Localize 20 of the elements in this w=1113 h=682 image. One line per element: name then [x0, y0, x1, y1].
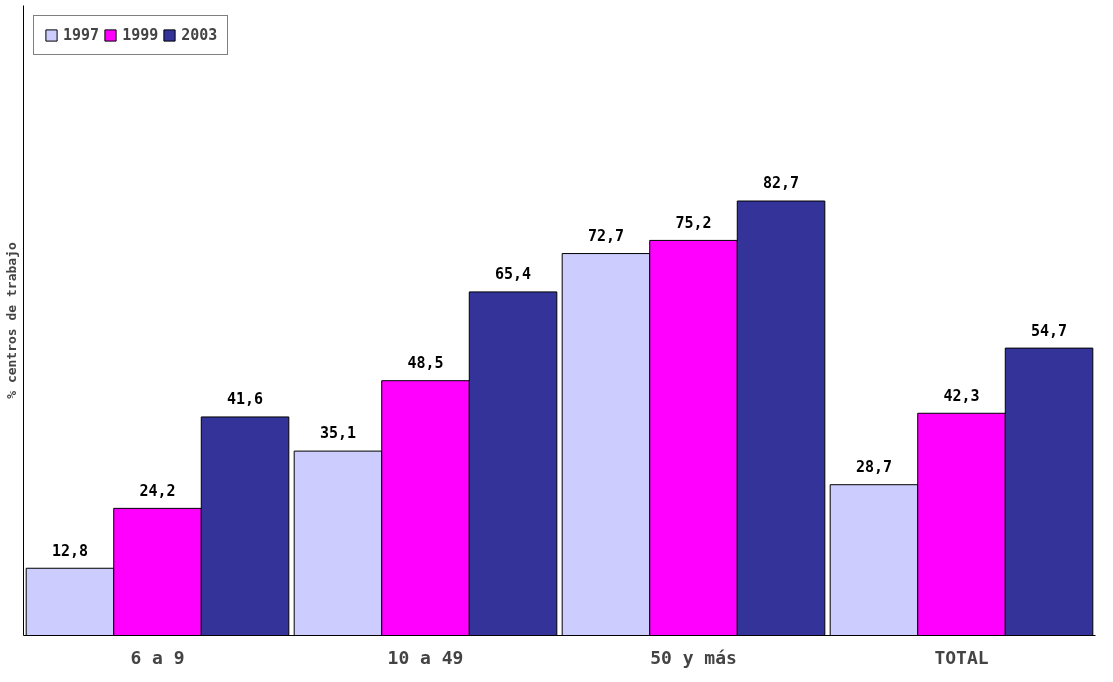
x-tick-label: 6 a 9: [130, 646, 185, 668]
data-label: 35,1: [319, 424, 357, 443]
data-label: 24,2: [139, 481, 176, 500]
data-label: 82,7: [762, 174, 800, 193]
legend-label: 1997: [63, 26, 100, 44]
data-label: 42,3: [943, 386, 980, 405]
data-label: 54,7: [1030, 321, 1068, 340]
data-label: 28,7: [855, 458, 893, 477]
data-label: 12,8: [51, 541, 89, 560]
y-axis-title: % centros de trabajo: [3, 242, 19, 399]
data-label: 48,5: [407, 354, 444, 373]
data-label: 41,6: [226, 390, 264, 409]
x-tick-label: TOTAL: [934, 646, 989, 668]
legend-label: 1999: [122, 26, 159, 44]
x-tick-label: 10 a 49: [387, 646, 464, 668]
x-tick-label: 50 y más: [650, 646, 737, 668]
data-label: 72,7: [587, 226, 625, 245]
data-label: 75,2: [675, 213, 712, 232]
legend-label: 2003: [181, 26, 218, 44]
data-label: 65,4: [494, 265, 532, 284]
